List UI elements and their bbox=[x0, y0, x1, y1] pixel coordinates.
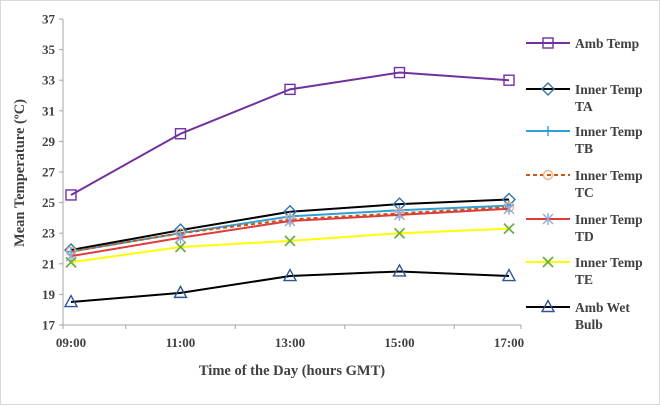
series-line bbox=[70, 206, 510, 253]
legend-label: Amb Wet bbox=[575, 300, 630, 315]
data-point bbox=[393, 227, 406, 239]
data-point bbox=[282, 268, 298, 282]
data-point bbox=[284, 214, 296, 227]
data-point bbox=[174, 128, 187, 140]
y-tick-label: 35 bbox=[42, 42, 56, 57]
legend-label: Bulb bbox=[575, 317, 603, 332]
legend-marker bbox=[542, 169, 554, 181]
data-point bbox=[394, 208, 405, 221]
y-axis-title: Mean Temperature (ºC) bbox=[12, 99, 28, 247]
legend-marker bbox=[541, 82, 555, 96]
y-tick-label: 37 bbox=[42, 12, 56, 27]
series-amb-wet-bulb bbox=[63, 263, 517, 308]
series-layer bbox=[63, 66, 517, 308]
data-point bbox=[173, 284, 188, 299]
y-ticks: 17 19 21 23 25 27 29 31 33 35 37 bbox=[42, 12, 63, 333]
legend-label: Inner Temp bbox=[575, 82, 643, 97]
legend-label: Inner Temp bbox=[575, 168, 643, 183]
legend-marker bbox=[542, 213, 554, 225]
y-tick-label: 17 bbox=[42, 318, 56, 333]
data-point bbox=[174, 241, 187, 253]
x-tick-label: 17:00 bbox=[494, 335, 524, 350]
legend-item: Inner Temp TA bbox=[526, 82, 643, 114]
legend-label: TC bbox=[575, 185, 594, 200]
data-point bbox=[501, 268, 517, 282]
y-tick-label: 33 bbox=[42, 73, 56, 88]
x-tick-label: 15:00 bbox=[384, 335, 414, 350]
x-ticks: 09:00 11:00 13:00 15:00 17:00 bbox=[56, 325, 524, 350]
y-tick-label: 29 bbox=[42, 134, 56, 149]
y-tick-label: 25 bbox=[42, 195, 56, 210]
data-point bbox=[65, 256, 77, 268]
x-tick-label: 13:00 bbox=[275, 335, 305, 350]
data-point bbox=[175, 231, 186, 244]
legend-label: TB bbox=[575, 141, 593, 156]
data-point bbox=[284, 235, 296, 247]
data-point bbox=[393, 66, 406, 79]
x-tick-label: 09:00 bbox=[56, 335, 86, 350]
series-inner-temp-tb bbox=[66, 200, 514, 257]
legend-item: Inner Temp TC bbox=[526, 168, 643, 200]
legend-item: Inner Temp TD bbox=[526, 212, 643, 244]
legend-item: Amb Temp bbox=[526, 36, 639, 51]
data-point bbox=[503, 74, 515, 86]
series-line bbox=[70, 270, 510, 304]
x-tick-label: 11:00 bbox=[166, 335, 196, 350]
series-amb-temp bbox=[65, 66, 515, 201]
legend-item: Inner Temp TB bbox=[526, 124, 643, 156]
legend-marker bbox=[542, 37, 554, 49]
legend-label: Inner Temp bbox=[575, 212, 643, 227]
legend-label: Amb Temp bbox=[575, 36, 639, 51]
axes bbox=[62, 19, 521, 326]
y-tick-label: 19 bbox=[42, 287, 56, 302]
legend-marker bbox=[542, 256, 554, 268]
series-line bbox=[70, 71, 510, 196]
data-point bbox=[63, 294, 79, 308]
y-tick-label: 21 bbox=[42, 256, 55, 271]
legend-label: TD bbox=[575, 229, 594, 244]
legend-item: Amb Wet Bulb bbox=[526, 299, 630, 332]
data-point bbox=[503, 202, 515, 215]
series-inner-temp-te bbox=[65, 222, 515, 268]
y-tick-label: 27 bbox=[42, 165, 56, 180]
series-inner-temp-td bbox=[65, 202, 515, 263]
data-point bbox=[503, 222, 515, 235]
legend-label: Inner Temp bbox=[575, 124, 643, 139]
legend-label: Inner Temp bbox=[575, 255, 643, 270]
legend-label: TE bbox=[575, 272, 593, 287]
x-axis-title: Time of the Day (hours GMT) bbox=[199, 363, 385, 379]
legend-marker bbox=[543, 126, 553, 136]
legend-item: Inner Temp TE bbox=[526, 255, 643, 287]
data-point bbox=[284, 83, 296, 96]
y-tick-label: 31 bbox=[42, 103, 55, 118]
data-point bbox=[392, 263, 407, 277]
legend-label: TA bbox=[575, 99, 593, 114]
data-point bbox=[65, 189, 77, 201]
y-tick-label: 23 bbox=[42, 226, 56, 241]
series-inner-temp-tc bbox=[65, 201, 515, 257]
legend-marker bbox=[540, 299, 556, 313]
